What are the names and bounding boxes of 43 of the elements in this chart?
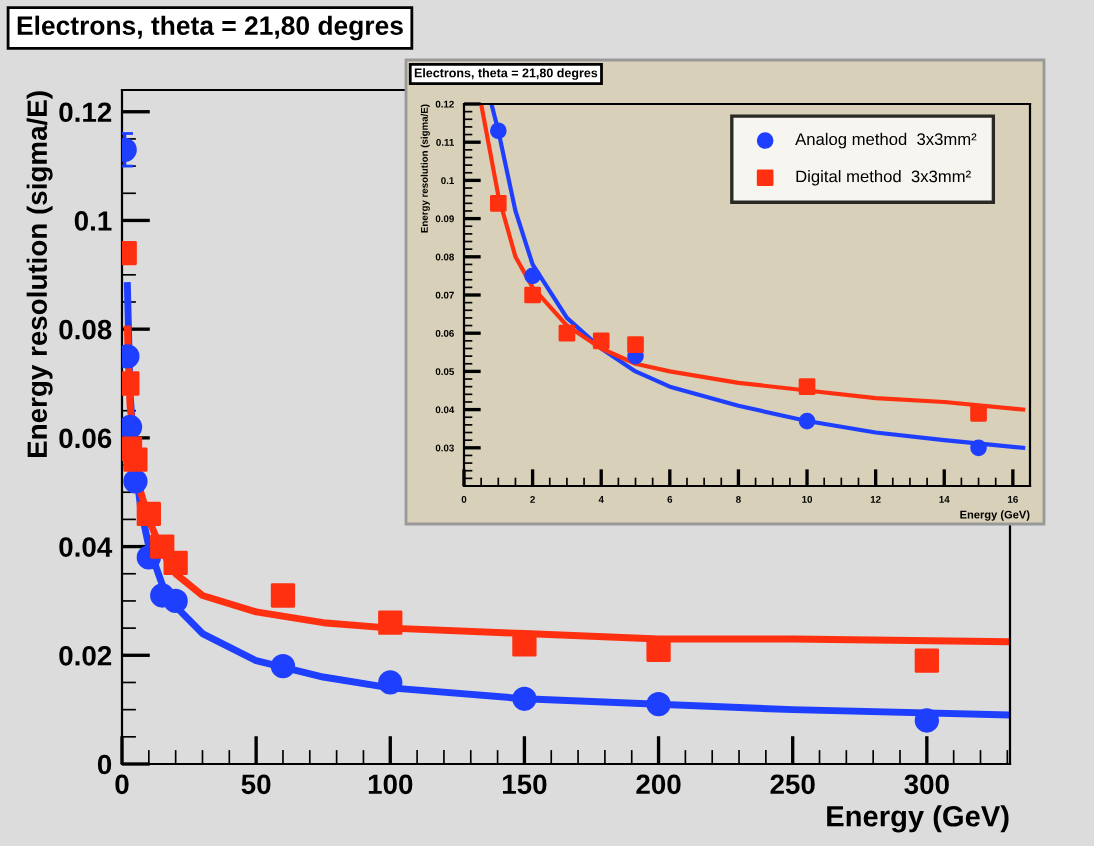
x-tick-label: 200 [636,774,681,795]
point [592,332,610,350]
x-tick-label: 0 [115,774,129,795]
x-tick-label: 50 [241,774,271,795]
point [627,336,644,353]
y-tick-label: 0.04 [59,537,113,557]
point [512,686,537,711]
point [524,286,541,304]
y-tick-label: 0.06 [59,428,112,449]
chart-title: Electrons, theta = 21,80 degres [17,15,403,41]
x-tick-label: 250 [770,774,815,795]
x-tick-label: 100 [368,774,413,795]
point [646,692,671,717]
point [136,501,161,527]
point [123,447,148,472]
point [798,378,816,396]
point [378,670,403,695]
point [489,194,507,212]
point [970,439,987,457]
y-tick-label: 0.12 [59,102,112,123]
point [378,610,403,635]
y-tick-label: 0.1 [74,211,112,231]
x-axis-title: Energy (GeV) [827,805,1009,833]
point [270,583,296,608]
y-tick-label: 0 [97,754,112,775]
point [558,324,576,342]
y-axis-title: Energy resolution (sigma/E) [26,91,53,458]
point [270,654,296,679]
x-tick-label: 300 [904,774,949,795]
point [798,412,816,430]
point [489,122,507,140]
point [970,405,987,422]
y-tick-label: 0.02 [59,645,112,666]
point [163,588,188,614]
point [524,267,541,285]
point [123,469,148,494]
y-tick-label: 0.08 [59,319,112,340]
legend-label: Digital method 3x3mm² [796,170,971,186]
point [163,550,188,576]
x-tick-label: 150 [503,774,547,795]
legend-label: Analog method 3x3mm² [795,132,977,149]
point [914,708,939,733]
point [914,648,939,673]
